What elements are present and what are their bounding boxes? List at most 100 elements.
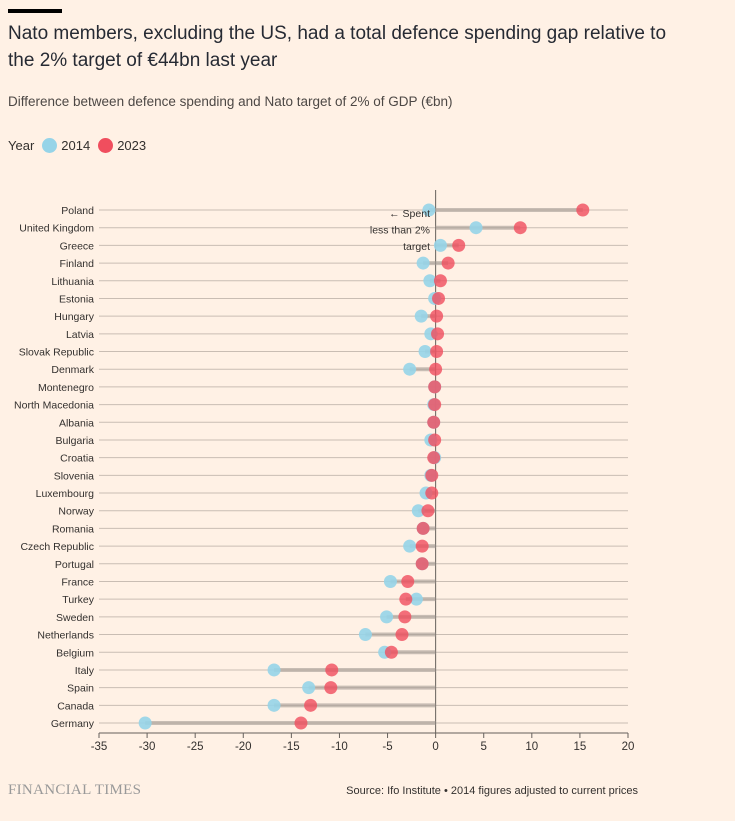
- point-2014: [383, 574, 397, 588]
- point-2023: [428, 380, 442, 394]
- category-label: Portugal: [55, 559, 94, 571]
- point-2023: [416, 521, 430, 535]
- point-2023: [294, 716, 308, 730]
- point-2023: [304, 698, 318, 712]
- point-2014: [267, 663, 281, 677]
- category-label: Finland: [60, 258, 95, 270]
- legend-item-2014: 2014: [61, 138, 91, 153]
- point-2023: [427, 415, 441, 429]
- chart-subtitle: Difference between defence spending and …: [8, 94, 453, 109]
- point-2023: [425, 468, 439, 482]
- annotation-text: ← Spent: [389, 208, 430, 220]
- point-2023: [430, 345, 444, 359]
- legend-item-2023: 2023: [117, 138, 147, 153]
- legend-label: Year: [8, 138, 35, 153]
- category-label: Denmark: [51, 364, 94, 376]
- point-2023: [325, 663, 339, 677]
- point-2023: [432, 291, 446, 305]
- category-label: Poland: [61, 205, 94, 217]
- x-tick-label: -25: [187, 741, 204, 753]
- ft-accent-bar: [8, 9, 62, 13]
- point-2014: [138, 716, 152, 730]
- point-2014: [267, 698, 281, 712]
- category-label: Slovak Republic: [19, 347, 94, 359]
- annotation-text: target: [403, 241, 430, 253]
- point-2023: [429, 362, 443, 376]
- point-2023: [395, 628, 409, 642]
- point-2014: [358, 628, 372, 642]
- point-2023: [398, 610, 412, 624]
- point-2023: [433, 274, 447, 288]
- category-label: Sweden: [56, 612, 94, 624]
- point-2014: [403, 539, 417, 553]
- legend-dot-2023: [98, 138, 114, 153]
- point-2023: [399, 592, 413, 606]
- point-2023: [421, 504, 435, 518]
- point-2023: [430, 309, 444, 323]
- category-label: Turkey: [62, 594, 94, 606]
- point-2023: [428, 433, 442, 447]
- category-label: Luxembourg: [36, 488, 95, 500]
- x-tick-label: -5: [382, 741, 392, 753]
- point-2023: [428, 398, 442, 412]
- point-2023: [384, 645, 398, 659]
- point-2014: [418, 345, 432, 359]
- legend-dot-2014: [42, 138, 58, 153]
- category-label: Lithuania: [51, 276, 94, 288]
- category-label: Czech Republic: [20, 541, 94, 553]
- point-2014: [414, 309, 428, 323]
- x-tick-label: 0: [432, 741, 438, 753]
- category-label: Romania: [52, 523, 94, 535]
- category-label: Montenegro: [38, 382, 94, 394]
- x-tick-label: 10: [525, 741, 538, 753]
- point-2023: [452, 238, 466, 252]
- annotation-text: less than 2%: [370, 225, 430, 237]
- point-2023: [324, 681, 338, 695]
- point-2014: [302, 681, 316, 695]
- category-label: Latvia: [66, 329, 94, 341]
- point-2014: [411, 504, 425, 518]
- category-label: Slovenia: [54, 470, 94, 482]
- point-2014: [433, 238, 447, 252]
- category-label: France: [61, 576, 94, 588]
- category-label: United Kingdom: [19, 223, 94, 235]
- point-2023: [431, 327, 445, 341]
- category-label: Albania: [59, 417, 94, 429]
- point-2014: [403, 362, 417, 376]
- legend: Year 2014 2023: [8, 138, 146, 153]
- point-2023: [576, 203, 590, 217]
- category-label: Canada: [57, 700, 94, 712]
- x-tick-label: 20: [622, 741, 635, 753]
- point-2023: [415, 539, 429, 553]
- category-label: Italy: [75, 665, 95, 677]
- category-label: Estonia: [59, 293, 94, 305]
- point-2023: [415, 557, 429, 571]
- point-2023: [401, 574, 415, 588]
- point-2014: [416, 256, 430, 270]
- point-2023: [441, 256, 455, 270]
- category-label: Greece: [60, 240, 95, 252]
- point-2014: [469, 221, 483, 235]
- x-tick-label: 5: [481, 741, 487, 753]
- category-label: Netherlands: [37, 630, 94, 642]
- point-2014: [422, 203, 436, 217]
- x-tick-label: -15: [283, 741, 300, 753]
- category-label: North Macedonia: [14, 400, 94, 412]
- point-2014: [380, 610, 394, 624]
- category-label: Germany: [51, 718, 95, 730]
- point-2023: [513, 221, 527, 235]
- category-label: Norway: [58, 506, 94, 518]
- x-tick-label: -20: [235, 741, 252, 753]
- x-tick-label: 15: [574, 741, 587, 753]
- category-label: Hungary: [54, 311, 94, 323]
- category-label: Belgium: [56, 647, 94, 659]
- category-label: Croatia: [60, 453, 94, 465]
- point-2023: [425, 486, 439, 500]
- category-label: Spain: [67, 683, 94, 695]
- category-label: Bulgaria: [55, 435, 94, 447]
- point-2014: [423, 274, 437, 288]
- x-tick-label: -30: [139, 741, 156, 753]
- point-2014: [409, 592, 423, 606]
- ft-logo: FINANCIAL TIMES: [8, 782, 142, 798]
